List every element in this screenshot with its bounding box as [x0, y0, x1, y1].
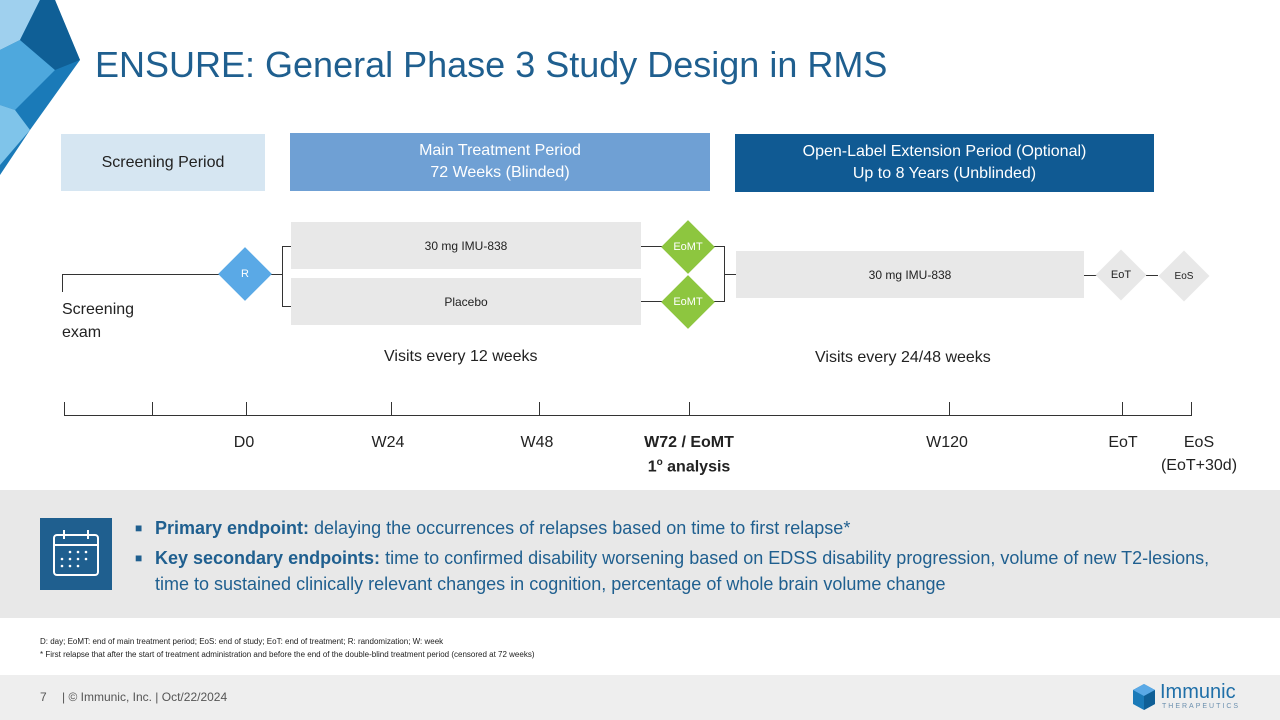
eomt-top-out [710, 246, 724, 247]
timeline-tick-screening [152, 402, 153, 416]
timeline-tick-eos [1191, 402, 1192, 416]
screening-period-box: Screening Period [61, 134, 265, 191]
logo-mark-icon [1133, 684, 1155, 710]
placebo-arm-box: Placebo [291, 278, 641, 325]
ole-to-eot [1083, 275, 1097, 276]
footnote-abbreviations: D: day; EoMT: end of main treatment peri… [40, 637, 444, 646]
tick-label-analysis: 1o analysis [647, 457, 731, 476]
tick-label-w120: W120 [926, 434, 968, 451]
secondary-endpoint: ■ Key secondary endpoints: time to confi… [135, 545, 1215, 597]
eos-diamond-label: EoS [1174, 270, 1194, 282]
eot-to-eos [1146, 275, 1158, 276]
bullet-icon: ■ [135, 551, 143, 565]
main-period-line2: 72 Weeks (Blinded) [430, 164, 570, 181]
brand-name: Immunic [1160, 681, 1236, 703]
calendar-icon [40, 518, 112, 590]
visits-main-label: Visits every 12 weeks [384, 348, 538, 365]
tick-label-w72: W72 / EoMT [644, 434, 734, 451]
placebo-arm-label: Placebo [444, 294, 488, 309]
tick-label-w48: W48 [520, 434, 554, 451]
arm2-to-eomt [640, 301, 666, 302]
eomt-top-label: EoMT [673, 241, 703, 253]
copyright-text: | © Immunic, Inc. | Oct/22/2024 [62, 690, 228, 704]
corner-decoration [0, 0, 80, 175]
timeline-tick-w24 [391, 402, 392, 416]
randomization-label: R [241, 268, 249, 280]
page-title: ENSURE: General Phase 3 Study Design in … [95, 44, 888, 85]
ole-arm-label: 30 mg IMU-838 [868, 267, 952, 282]
main-period-line1: Main Treatment Period [419, 142, 581, 159]
tick-label-eos: EoS [1183, 434, 1215, 451]
arm2-connector [282, 306, 292, 307]
tick-label-eos-sub: (EoT+30d) [1160, 457, 1238, 474]
timeline-tick-d0 [246, 402, 247, 416]
eot-diamond-label: EoT [1110, 269, 1132, 281]
timeline-tick-start [64, 402, 65, 416]
brand-subtitle: THERAPEUTICS [1162, 703, 1241, 710]
screening-horizontal-line [62, 274, 224, 275]
visits-ole-label: Visits every 24/48 weeks [815, 349, 991, 366]
page-number: 7 [40, 690, 47, 704]
timeline-tick-w120 [949, 402, 950, 416]
r-connector [268, 274, 282, 275]
endpoints-list: ■ Primary endpoint: delaying the occurre… [135, 515, 1215, 597]
primary-endpoint: ■ Primary endpoint: delaying the occurre… [135, 515, 1215, 541]
main-treatment-period-box: Main Treatment Period 72 Weeks (Blinded) [290, 133, 710, 191]
ole-period-line1: Open-Label Extension Period (Optional) [802, 143, 1087, 160]
ole-arm-box: 30 mg IMU-838 [736, 251, 1084, 298]
split-vertical [282, 246, 283, 306]
endpoints-panel [0, 490, 1280, 618]
footnote-star: * First relapse that after the start of … [40, 650, 535, 659]
ole-period-line2: Up to 8 Years (Unblinded) [852, 165, 1037, 182]
timeline-axis [64, 415, 1192, 416]
arm1-connector [282, 246, 292, 247]
eomt-bottom-label: EoMT [673, 296, 703, 308]
tick-label-w24: W24 [371, 434, 405, 451]
merge-to-ole [724, 274, 736, 275]
immunic-logo: Immunic THERAPEUTICS [1132, 681, 1242, 713]
screening-period-label: Screening Period [101, 153, 225, 171]
arm1-to-eomt [640, 246, 666, 247]
timeline-tick-eot [1122, 402, 1123, 416]
tick-label-eot: EoT [1108, 434, 1138, 451]
screening-exam-label: Screening exam [62, 301, 135, 341]
bullet-icon: ■ [135, 521, 143, 535]
tick-label-d0: D0 [233, 434, 255, 451]
eomt-bottom-out [710, 301, 724, 302]
timeline-tick-w72 [689, 402, 690, 416]
screening-vertical-line [62, 274, 63, 292]
footer-bar [0, 675, 1280, 720]
treatment-arm-label: 30 mg IMU-838 [424, 238, 508, 253]
treatment-arm-box: 30 mg IMU-838 [291, 222, 641, 269]
ole-period-box: Open-Label Extension Period (Optional) U… [735, 134, 1154, 192]
timeline-tick-w48 [539, 402, 540, 416]
